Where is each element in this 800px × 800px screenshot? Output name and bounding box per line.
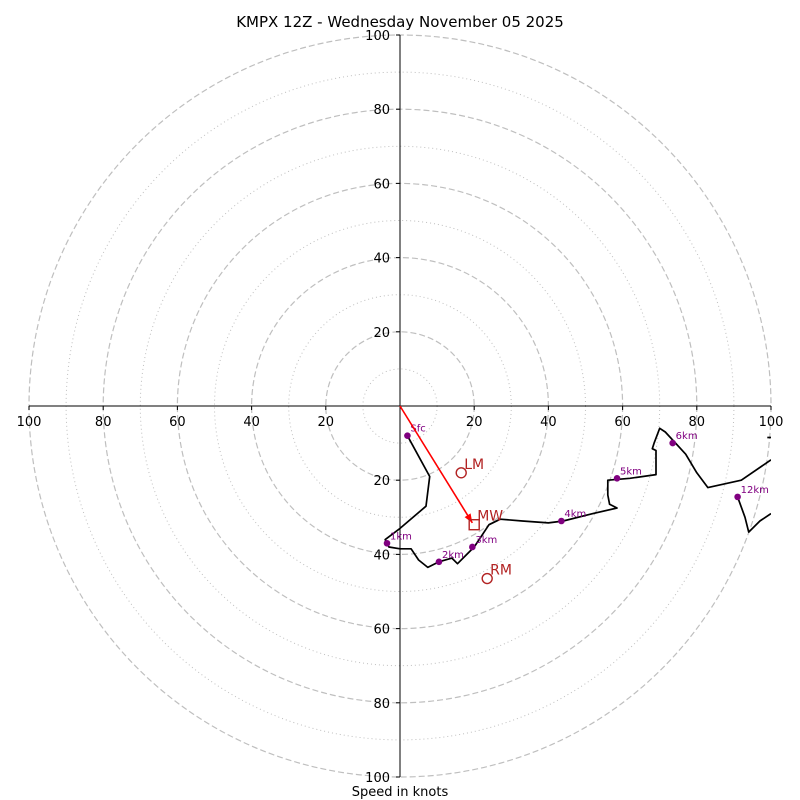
x-tick-label: 20: [466, 415, 483, 430]
height-marker-point: [613, 475, 621, 482]
chart-title: KMPX 12Z - Wednesday November 05 2025: [236, 13, 564, 31]
height-marker-label: 4km: [564, 509, 586, 520]
height-marker-point: [734, 493, 741, 501]
mean-wind-arrow-head: [464, 513, 473, 523]
y-tick-label: 20: [373, 474, 390, 489]
profile-main-line: [384, 427, 771, 569]
height-marker-label: 5km: [620, 466, 642, 477]
height-marker-point: [435, 558, 443, 566]
storm-marker-rm: [481, 572, 493, 585]
y-tick-label: 100: [365, 29, 390, 44]
x-tick-label: 40: [540, 415, 557, 430]
x-tick-label: 100: [759, 415, 784, 430]
y-tick-label: 40: [373, 548, 390, 563]
y-tick-label: 80: [373, 103, 390, 118]
x-tick-label: 60: [169, 415, 186, 430]
mean-wind-arrow-shaft: [399, 405, 474, 524]
y-tick-label: 60: [373, 177, 390, 192]
height-marker-label: 12km: [741, 485, 769, 496]
x-tick-label: 100: [17, 415, 42, 430]
x-axis-title: Speed in knots: [352, 785, 449, 800]
height-marker-label: 2km: [442, 550, 464, 561]
height-marker-point: [558, 517, 565, 525]
storm-marker-lm: [455, 467, 467, 479]
y-tick-label: 20: [373, 326, 390, 341]
height-marker-point: [669, 439, 676, 447]
storm-label-mw: MW: [477, 509, 503, 525]
height-marker-label: Sfc: [410, 424, 425, 435]
storm-label-rm: RM: [490, 563, 512, 579]
height-marker-label: 1km: [390, 531, 412, 542]
height-markers: Sfc 1km 2km 3km 4km 5km 6km 12km: [383, 424, 769, 566]
x-tick-label: 20: [318, 415, 335, 430]
storm-marker-mw: [468, 519, 480, 531]
storm-label-lm: LM: [464, 457, 484, 473]
tick-labels: 100 80 60 40 20 20 40 60 80 100 100 80 60 40 20 20 40 60 8…: [17, 29, 784, 786]
hodograph-trace: [384, 427, 771, 569]
x-tick-label: 80: [95, 415, 112, 430]
y-tick-label: 60: [373, 623, 390, 638]
height-marker-point: [404, 432, 411, 439]
height-marker-point: [383, 539, 391, 547]
height-marker-label: 6km: [676, 431, 698, 442]
height-marker-label: 3km: [475, 535, 497, 546]
x-tick-label: 40: [243, 415, 260, 430]
y-tick-label: 100: [365, 771, 390, 786]
profile-upper-line: [736, 496, 771, 533]
y-tick-label: 80: [373, 697, 390, 712]
x-tick-label: 80: [689, 415, 706, 430]
height-marker-point: [469, 543, 476, 551]
x-tick-label: 60: [614, 415, 631, 430]
y-tick-label: 40: [373, 252, 390, 267]
storm-motion: LM MW RM: [399, 405, 512, 585]
